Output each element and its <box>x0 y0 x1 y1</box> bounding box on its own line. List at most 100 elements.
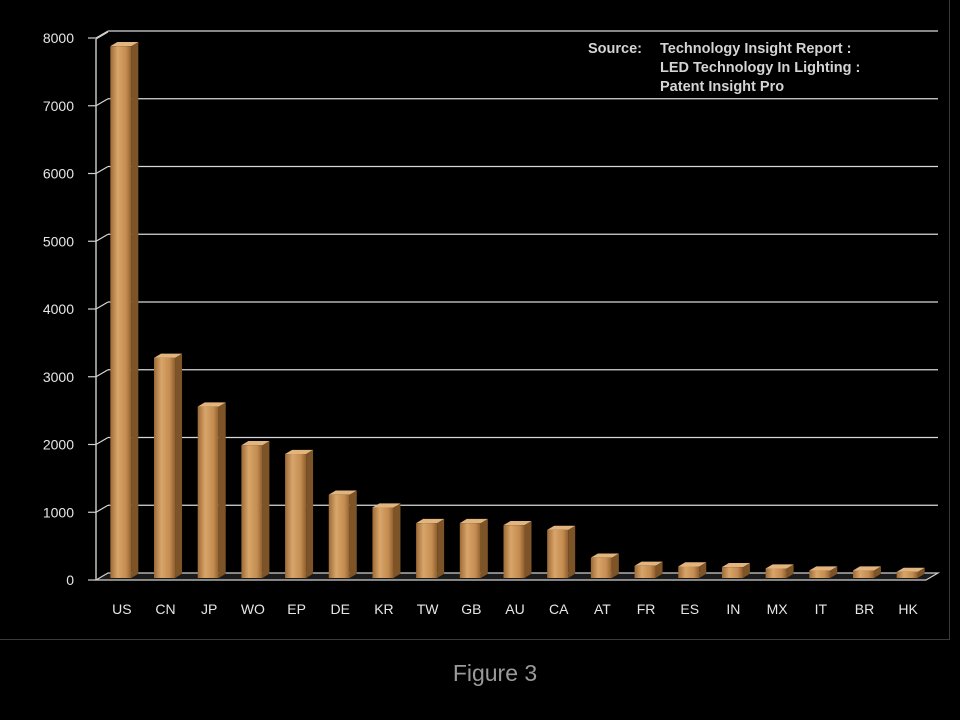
bar-side <box>306 449 314 578</box>
bar-mx <box>765 564 794 578</box>
gridline-side <box>95 301 109 310</box>
bar-de <box>328 490 357 578</box>
bar-side <box>175 353 183 578</box>
bar-top <box>896 567 925 572</box>
bar-wo <box>241 441 270 578</box>
bar-side <box>568 525 576 578</box>
bar-top <box>678 562 707 567</box>
y-axis-top <box>95 31 109 40</box>
bar-front <box>197 406 219 578</box>
bar-top <box>503 520 532 526</box>
x-tick-label: KR <box>374 601 393 617</box>
gridline-side <box>95 369 109 378</box>
bar-front <box>416 523 438 578</box>
x-tick-label: AU <box>505 601 524 617</box>
bar-it <box>809 566 838 578</box>
bar-top <box>197 402 226 407</box>
bar-front <box>328 494 350 578</box>
bar-top <box>285 449 314 455</box>
bar-top <box>590 553 619 558</box>
gridline-side <box>95 504 109 513</box>
x-tick-label: MX <box>767 601 789 617</box>
bar-chart: 0 1000 2000 3000 4000 5000 6000 7000 8000 US CN JP W… <box>43 30 941 617</box>
bar-front <box>721 567 743 578</box>
bar-side <box>830 566 838 578</box>
x-tick-label: FR <box>637 601 656 617</box>
chart-frame: 0 1000 2000 3000 4000 5000 6000 7000 8000 US CN JP W… <box>0 0 950 640</box>
bar-front <box>154 357 176 578</box>
y-tick-label: 8000 <box>43 30 74 46</box>
bar-tw <box>416 518 445 578</box>
bar-top <box>809 566 838 571</box>
bar-side <box>393 503 401 578</box>
bar-top <box>459 518 488 524</box>
x-tick-label: WO <box>241 601 265 617</box>
bar-top <box>765 564 794 569</box>
bar-front <box>241 445 263 578</box>
bar-side <box>524 520 532 578</box>
x-tick-label: ES <box>680 601 699 617</box>
bar-side <box>349 490 357 578</box>
bar-front <box>547 529 569 578</box>
x-tick-label: AT <box>594 601 611 617</box>
x-tick-label: HK <box>898 601 918 617</box>
x-tick-label: GB <box>461 601 481 617</box>
bar-kr <box>372 503 401 578</box>
x-tick-label: DE <box>331 601 350 617</box>
bar-jp <box>197 402 226 578</box>
figure-caption: Figure 3 <box>452 660 538 686</box>
x-tick-label: IN <box>726 601 740 617</box>
source-line-1: Technology Insight Report : <box>660 41 852 57</box>
bar-side <box>437 518 445 578</box>
bar-top <box>110 41 139 47</box>
bar-top <box>852 566 881 571</box>
source-label: Source: <box>588 41 642 57</box>
bar-front <box>110 46 132 579</box>
bar-side <box>655 561 663 578</box>
bar-top <box>547 525 576 530</box>
bar-fr <box>634 561 663 578</box>
bar-au <box>503 520 532 578</box>
bar-side <box>611 553 619 578</box>
bar-top <box>372 503 401 508</box>
x-tick-label: CA <box>549 601 569 617</box>
bar-front <box>678 566 700 578</box>
bar-hk <box>896 567 925 578</box>
bar-top <box>154 353 183 358</box>
bar-side <box>786 564 794 578</box>
bar-es <box>678 562 707 578</box>
bar-top <box>241 441 270 446</box>
source-annotation: Source: Technology Insight Report : LED T… <box>588 40 860 97</box>
bar-front <box>372 507 394 578</box>
bar-side <box>480 518 488 578</box>
bar-top <box>328 490 357 495</box>
source-line-2: LED Technology In Lighting : <box>660 60 861 76</box>
x-tick-label: TW <box>417 601 440 617</box>
bar-at <box>590 553 619 578</box>
gridline-side <box>95 233 109 242</box>
y-tick-label: 2000 <box>43 437 74 453</box>
bar-ca <box>547 525 576 578</box>
bar-front <box>809 570 831 578</box>
bar-front <box>634 565 656 578</box>
y-tick-label: 7000 <box>43 98 74 114</box>
y-tick-label: 5000 <box>43 233 74 249</box>
bar-ep <box>285 449 314 578</box>
bar-in <box>721 562 750 578</box>
y-tick-label: 3000 <box>43 369 74 385</box>
x-tick-label: BR <box>855 601 874 617</box>
bar-front <box>503 525 525 578</box>
bar-front <box>896 571 918 578</box>
y-tick-label: 1000 <box>43 504 74 520</box>
bar-br <box>852 566 881 578</box>
bar-front <box>765 568 787 578</box>
source-line-3: Patent Insight Pro <box>660 79 785 95</box>
gridline-side <box>95 98 109 107</box>
bar-top <box>721 562 750 568</box>
y-tick-label: 0 <box>66 572 74 588</box>
y-tick-label: 4000 <box>43 301 74 317</box>
bar-front <box>852 570 874 578</box>
gridline-side <box>95 165 109 175</box>
bar-side <box>131 41 139 578</box>
bar-front <box>285 454 307 578</box>
